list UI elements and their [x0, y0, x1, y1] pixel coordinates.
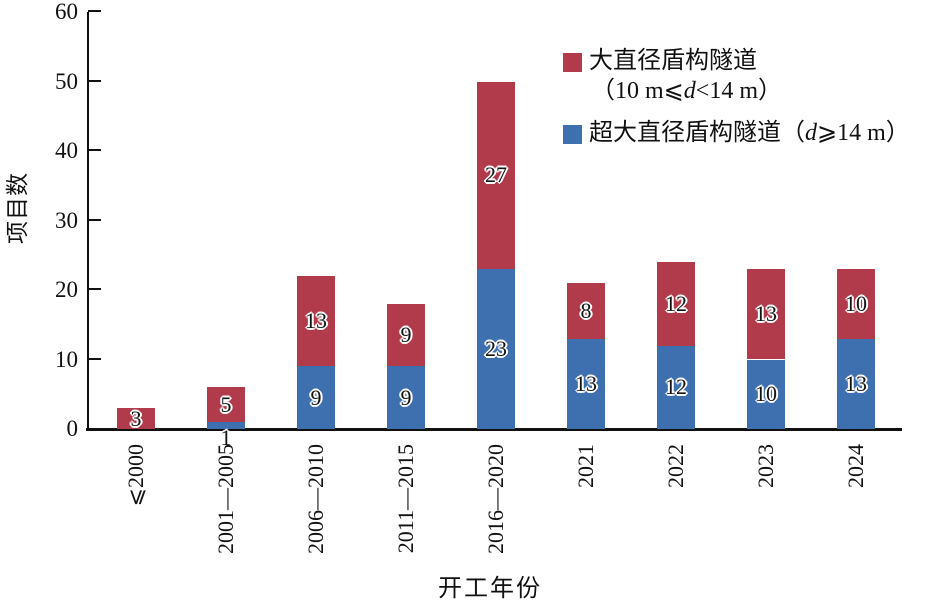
bar-value-label: 10: [755, 381, 777, 407]
legend-line-1: 大直径盾构隧道: [589, 46, 782, 76]
bar-value-label: 13: [845, 370, 867, 396]
y-tick-label: 60: [55, 0, 78, 24]
bar-value-label: 9: [400, 322, 412, 348]
y-tick-mark: [88, 288, 101, 290]
legend-entry-text: 超大直径盾构隧道（d⩾14 m）: [589, 118, 910, 148]
legend-label-d-italic: d: [805, 120, 817, 146]
y-tick-mark: [88, 149, 101, 151]
y-tick-label: 40: [55, 138, 78, 163]
bar-segment: [297, 366, 335, 429]
bar-value-label: 12: [665, 290, 687, 316]
legend-label: ⩾14 m）: [817, 120, 910, 146]
bar-value-label: 23: [485, 336, 507, 362]
y-tick-mark: [88, 218, 101, 221]
legend-label: 大直径盾构隧道: [589, 48, 757, 74]
y-tick-label: 0: [66, 416, 79, 441]
bar-value-label: 8: [580, 297, 592, 323]
x-axis-line: [86, 428, 902, 431]
bar-segment: [207, 387, 245, 423]
x-tick-label: 2022: [663, 444, 688, 488]
y-tick-mark: [88, 357, 101, 360]
y-tick-mark: [88, 79, 101, 82]
bar-segment: [477, 269, 515, 429]
x-tick-label: 2006—2010: [303, 444, 328, 554]
bar-segment: [567, 283, 605, 339]
legend-swatch-blue: [563, 125, 582, 144]
legend-line-2: （10 m⩽d<14 m）: [589, 76, 782, 106]
x-tick-label: 2023: [753, 444, 778, 488]
legend-label: <14 m）: [695, 78, 782, 104]
y-tick-label: 20: [55, 277, 78, 302]
y-axis-line: [87, 12, 89, 431]
bar-segment: [387, 366, 425, 429]
legend-entry-large-diameter: 大直径盾构隧道 （10 m⩽d<14 m）: [563, 46, 910, 106]
bar-segment: [567, 338, 605, 429]
x-tick-label: 2021: [573, 444, 598, 488]
bar-value-label: 13: [305, 308, 327, 334]
bar-value-label: 13: [575, 370, 597, 396]
y-tick-label: 10: [55, 346, 78, 372]
bar-segment: [207, 422, 245, 429]
legend-swatch-red: [563, 53, 582, 72]
bar-segment: [747, 269, 785, 360]
legend-label: （10 m⩽: [591, 78, 684, 104]
y-axis-title: 项目数: [5, 172, 30, 244]
bar-value-label: 9: [400, 384, 412, 410]
x-tick-label: 2016—2020: [483, 444, 508, 554]
legend-entry-super-large-diameter: 超大直径盾构隧道（d⩾14 m）: [563, 118, 910, 148]
bar-segment: [117, 408, 155, 429]
bar-value-label: 5: [220, 391, 232, 417]
x-axis-title: 开工年份: [438, 576, 542, 602]
chart-legend: 大直径盾构隧道 （10 m⩽d<14 m） 超大直径盾构隧道（d⩾14 m）: [563, 46, 910, 148]
bar-value-label: 1: [220, 425, 232, 450]
x-tick-label: 2011—2015: [393, 444, 418, 554]
bar-segment: [387, 303, 425, 367]
bar-segment: [477, 81, 515, 270]
bar-value-label: 3: [130, 405, 142, 431]
bar-segment: [837, 338, 875, 429]
x-tick-label: 2024: [843, 444, 868, 488]
y-tick-label: 30: [55, 207, 78, 233]
y-tick-label: 50: [55, 68, 78, 94]
legend-entry-text: 大直径盾构隧道 （10 m⩽d<14 m）: [589, 46, 782, 106]
bar-segment: [837, 269, 875, 339]
bar-value-label: 9: [310, 384, 322, 410]
x-tick-label: 2001—2005: [213, 444, 238, 554]
bar-value-label: 12: [665, 374, 687, 400]
legend-label-d-italic: d: [683, 78, 696, 104]
bar-value-label: 27: [485, 162, 507, 188]
bar-value-label: 13: [755, 301, 777, 327]
bar-segment: [297, 276, 335, 367]
legend-label: 超大直径盾构隧道（: [589, 120, 805, 146]
x-tick-label: ⩽2000: [123, 444, 148, 507]
bar-segment: [657, 262, 695, 346]
bar-segment: [657, 345, 695, 429]
y-tick-mark: [88, 10, 101, 12]
bar-segment: [747, 359, 785, 429]
bar-value-label: 10: [845, 290, 867, 316]
